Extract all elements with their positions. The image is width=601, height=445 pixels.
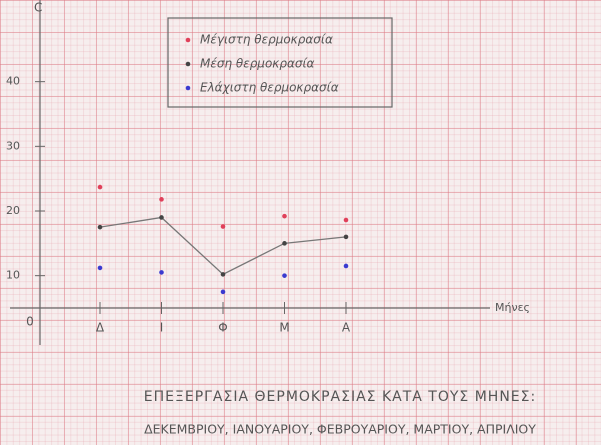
- data-point: [282, 241, 287, 246]
- data-point: [159, 270, 164, 275]
- data-point: [343, 263, 349, 269]
- y-tick-label: 40: [6, 75, 20, 88]
- data-point: [220, 224, 226, 229]
- legend-box: [167, 17, 393, 108]
- x-tick-label: Μ: [279, 321, 289, 335]
- y-tick-label: 10: [6, 269, 20, 282]
- legend-marker: [185, 85, 191, 91]
- data-point: [97, 224, 103, 230]
- data-point: [343, 234, 349, 240]
- data-point: [97, 265, 103, 271]
- legend-marker: [185, 37, 191, 43]
- data-point: [343, 217, 349, 223]
- x-tick-label: Ι: [160, 321, 164, 335]
- legend-label: Μέση θερμοκρασία: [200, 57, 315, 71]
- y-tick-label: 20: [6, 204, 20, 217]
- legend-label: Μέγιστη θερμοκρασία: [200, 33, 333, 47]
- chart-subtitle: ΔΕΚΕΜΒΡΙΟΥ, ΙΑΝΟΥΑΡΙΟΥ, ΦΕΒΡΟΥΑΡΙΟΥ, ΜΑΡ…: [144, 422, 536, 437]
- x-tick-label: Δ: [96, 321, 105, 335]
- data-point: [159, 215, 164, 220]
- chart-title: ΕΠΕΞΕΡΓΑΣΙΑ ΘΕΡΜΟΚΡΑΣΙΑΣ ΚΑΤΑ ΤΟΥΣ ΜΗΝΕΣ…: [144, 389, 536, 405]
- data-point: [282, 213, 287, 219]
- data-point: [159, 197, 164, 202]
- y-axis-label: C: [34, 1, 42, 15]
- data-point: [220, 289, 226, 295]
- origin-label: 0: [26, 315, 34, 329]
- y-tick-label: 30: [6, 139, 20, 152]
- legend-label: Ελάχιστη θερμοκρασία: [200, 81, 339, 95]
- legend-marker: [185, 61, 191, 67]
- data-point: [220, 272, 226, 277]
- x-tick-label: Α: [342, 321, 351, 335]
- data-point: [97, 184, 103, 190]
- x-tick-label: Φ: [218, 321, 227, 335]
- x-axis-label: Μήνες: [495, 301, 530, 314]
- data-point: [282, 273, 287, 278]
